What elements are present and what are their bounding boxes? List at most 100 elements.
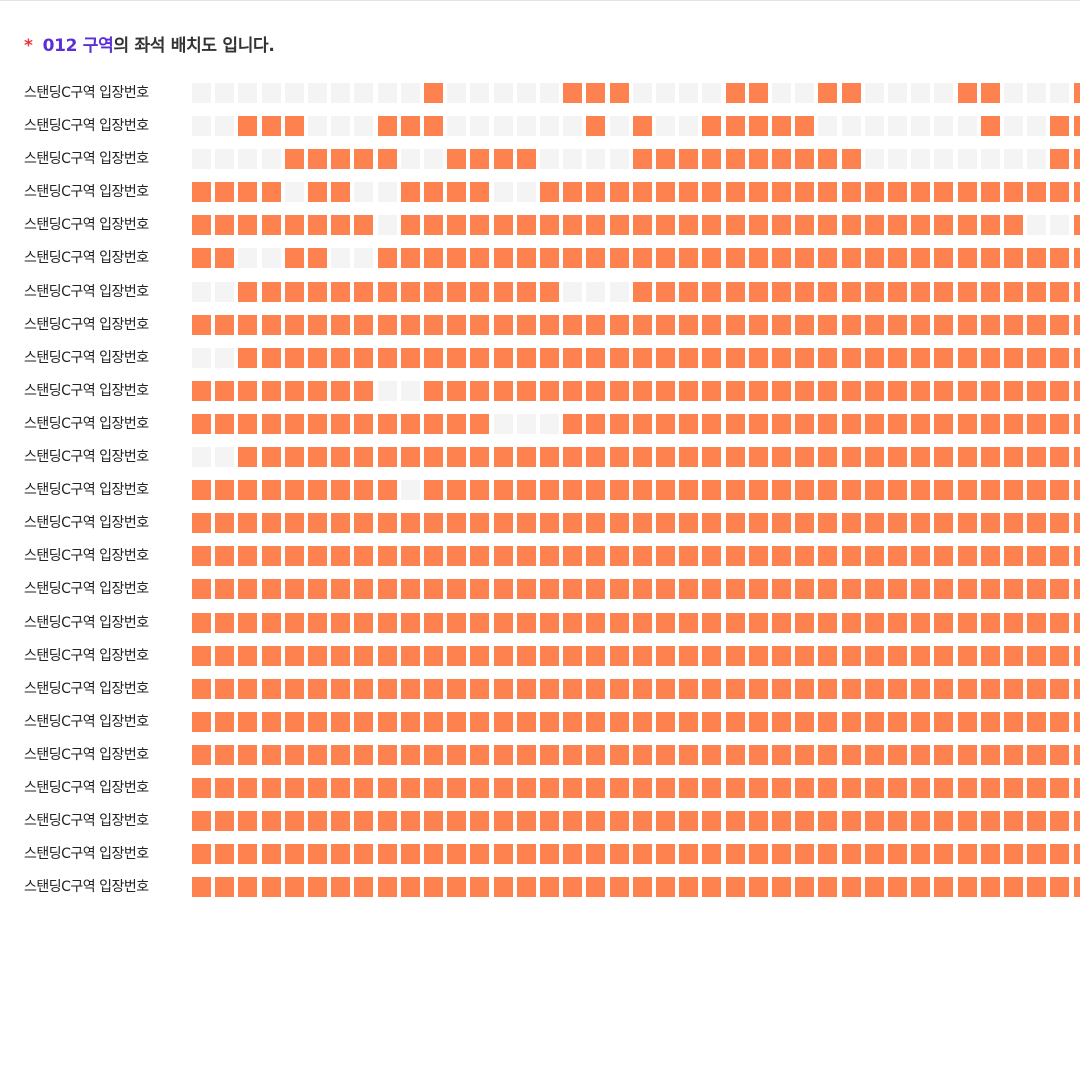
seat-available[interactable] <box>795 844 815 865</box>
seat-available[interactable] <box>864 314 884 335</box>
seat-available[interactable] <box>888 678 907 699</box>
seat-available[interactable] <box>192 711 211 732</box>
seat-available[interactable] <box>632 248 652 269</box>
seat-available[interactable] <box>540 877 559 898</box>
seat-available[interactable] <box>841 480 861 501</box>
seat-available[interactable] <box>493 711 513 732</box>
seat-available[interactable] <box>818 645 838 666</box>
seat-available[interactable] <box>748 513 768 534</box>
seat-available[interactable] <box>841 248 861 269</box>
seat-available[interactable] <box>331 612 351 633</box>
seat-available[interactable] <box>424 83 443 103</box>
seat-available[interactable] <box>586 83 606 103</box>
seat-available[interactable] <box>308 215 327 236</box>
seat-available[interactable] <box>586 678 606 699</box>
seat-available[interactable] <box>540 182 559 203</box>
seat-available[interactable] <box>400 215 420 236</box>
seat-available[interactable] <box>354 645 374 666</box>
seat-available[interactable] <box>1027 281 1047 302</box>
seat-available[interactable] <box>772 149 791 170</box>
seat-available[interactable] <box>540 314 559 335</box>
seat-available[interactable] <box>308 447 327 468</box>
seat-available[interactable] <box>934 347 954 368</box>
seat-available[interactable] <box>586 480 606 501</box>
seat-available[interactable] <box>725 513 745 534</box>
seat-available[interactable] <box>911 711 931 732</box>
seat-available[interactable] <box>1050 513 1070 534</box>
seat-available[interactable] <box>748 314 768 335</box>
seat-available[interactable] <box>1050 612 1070 633</box>
seat-available[interactable] <box>911 546 931 567</box>
seat-available[interactable] <box>748 116 768 137</box>
seat-available[interactable] <box>772 777 791 798</box>
seat-available[interactable] <box>772 380 791 401</box>
seat-available[interactable] <box>748 811 768 832</box>
seat-available[interactable] <box>725 413 745 434</box>
seat-available[interactable] <box>702 480 722 501</box>
seat-available[interactable] <box>261 314 281 335</box>
seat-available[interactable] <box>609 546 629 567</box>
seat-available[interactable] <box>1050 546 1070 567</box>
seat-available[interactable] <box>702 811 722 832</box>
seat-available[interactable] <box>795 678 815 699</box>
seat-available[interactable] <box>540 579 559 600</box>
seat-available[interactable] <box>192 380 211 401</box>
seat-available[interactable] <box>540 844 559 865</box>
seat-available[interactable] <box>424 314 443 335</box>
seat-available[interactable] <box>795 612 815 633</box>
seat-available[interactable] <box>215 645 235 666</box>
seat-available[interactable] <box>586 248 606 269</box>
seat-available[interactable] <box>632 844 652 865</box>
seat-available[interactable] <box>470 281 490 302</box>
seat-available[interactable] <box>192 215 211 236</box>
seat-available[interactable] <box>331 347 351 368</box>
seat-available[interactable] <box>772 678 791 699</box>
seat-available[interactable] <box>772 546 791 567</box>
seat-available[interactable] <box>447 281 467 302</box>
seat-available[interactable] <box>447 248 467 269</box>
seat-available[interactable] <box>261 380 281 401</box>
seat-available[interactable] <box>818 347 838 368</box>
seat-available[interactable] <box>192 513 211 534</box>
seat-available[interactable] <box>1027 380 1047 401</box>
seat-available[interactable] <box>1073 314 1080 335</box>
seat-available[interactable] <box>818 612 838 633</box>
seat-available[interactable] <box>192 678 211 699</box>
seat-available[interactable] <box>424 480 443 501</box>
seat-available[interactable] <box>1027 777 1047 798</box>
seat-available[interactable] <box>702 380 722 401</box>
seat-available[interactable] <box>1004 711 1023 732</box>
seat-available[interactable] <box>725 777 745 798</box>
seat-available[interactable] <box>772 314 791 335</box>
seat-available[interactable] <box>632 811 652 832</box>
seat-available[interactable] <box>679 877 699 898</box>
seat-available[interactable] <box>308 844 327 865</box>
seat-available[interactable] <box>586 182 606 203</box>
seat-available[interactable] <box>563 182 583 203</box>
seat-available[interactable] <box>934 678 954 699</box>
seat-available[interactable] <box>354 579 374 600</box>
seat-available[interactable] <box>586 777 606 798</box>
seat-available[interactable] <box>308 811 327 832</box>
seat-available[interactable] <box>354 149 374 170</box>
seat-available[interactable] <box>1004 612 1023 633</box>
seat-available[interactable] <box>1027 645 1047 666</box>
seat-available[interactable] <box>400 248 420 269</box>
seat-available[interactable] <box>400 711 420 732</box>
seat-available[interactable] <box>795 480 815 501</box>
seat-available[interactable] <box>841 83 861 103</box>
seat-available[interactable] <box>377 744 397 765</box>
seat-available[interactable] <box>238 380 258 401</box>
seat-available[interactable] <box>980 215 1000 236</box>
seat-available[interactable] <box>1050 645 1070 666</box>
seat-available[interactable] <box>540 711 559 732</box>
seat-available[interactable] <box>470 215 490 236</box>
seat-available[interactable] <box>911 248 931 269</box>
seat-available[interactable] <box>702 447 722 468</box>
seat-available[interactable] <box>725 645 745 666</box>
seat-available[interactable] <box>540 215 559 236</box>
seat-available[interactable] <box>725 83 745 103</box>
seat-available[interactable] <box>818 744 838 765</box>
seat-available[interactable] <box>1073 645 1080 666</box>
seat-available[interactable] <box>563 678 583 699</box>
